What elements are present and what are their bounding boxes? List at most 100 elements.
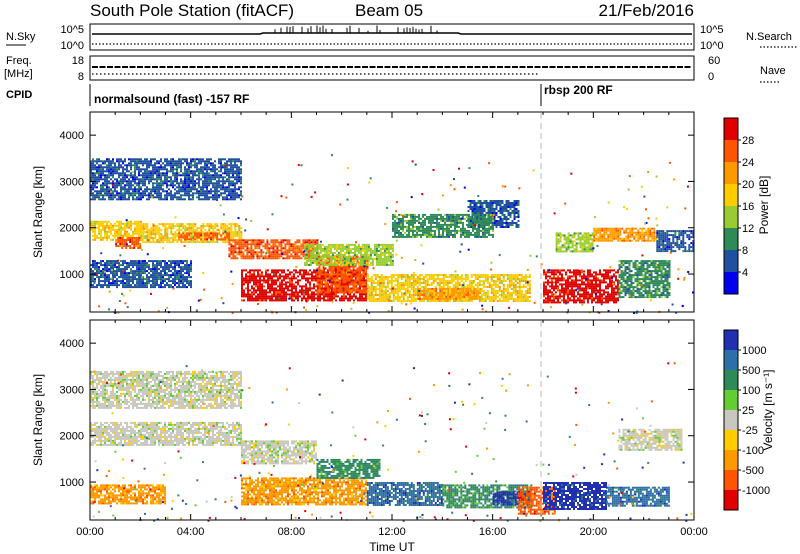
heatmap-cell (620, 292, 623, 295)
heatmap-cell (500, 296, 503, 298)
heatmap-cell (474, 274, 477, 276)
heatmap-cell (613, 273, 615, 276)
heatmap-cell (666, 296, 669, 299)
heatmap-cell (628, 290, 631, 293)
heatmap-cell (98, 232, 100, 235)
heatmap-cell (259, 299, 261, 302)
heatmap-cell (110, 230, 112, 233)
heatmap-cell (154, 237, 157, 240)
heatmap-cell (354, 291, 357, 294)
heatmap-cell (338, 265, 341, 268)
heatmap-cell (344, 291, 347, 294)
heatmap-cell (249, 281, 251, 284)
heatmap-cell (352, 265, 355, 268)
heatmap-cell (652, 260, 655, 263)
heatmap-cell (389, 247, 392, 250)
heatmap-cell (599, 299, 601, 302)
heatmap-cell (139, 247, 142, 249)
heatmap-cell (469, 293, 472, 296)
heatmap-cell (587, 232, 590, 235)
heatmap-cell (268, 249, 271, 252)
heatmap-cell (236, 233, 239, 236)
heatmap-cell (559, 271, 561, 274)
heatmap-cell (374, 298, 377, 300)
heatmap-cell (456, 286, 459, 288)
heatmap-cell (660, 270, 663, 273)
heatmap-cell (284, 251, 287, 254)
heatmap-cell (473, 297, 476, 300)
heatmap-cell (114, 230, 116, 233)
heatmap-cell (362, 289, 365, 292)
heatmap-cell (328, 267, 331, 270)
nsky-series (92, 32, 692, 35)
heatmap-cell (186, 232, 189, 235)
heatmap-cell (565, 291, 567, 294)
heatmap-cell (593, 275, 595, 278)
heatmap-cell (383, 251, 386, 254)
heatmap-cell (94, 236, 96, 239)
heatmap-cell (267, 287, 269, 290)
heatmap-cell (609, 285, 611, 288)
heatmap-cell (555, 246, 558, 249)
heatmap-cell (343, 245, 346, 248)
heatmap-cell (283, 295, 285, 298)
heatmap-cell (492, 284, 495, 286)
heatmap-cell (186, 227, 189, 230)
heatmap-cell (180, 234, 183, 237)
heatmap-cell (311, 279, 313, 282)
heatmap-cell (569, 299, 571, 302)
heatmap-cell (427, 287, 430, 290)
heatmap-cell (482, 300, 485, 302)
heatmap-cell (333, 245, 336, 248)
heatmap-cell (279, 285, 281, 288)
heatmap-cell (140, 224, 142, 227)
heatmap-cell (339, 249, 342, 252)
heatmap-cell (636, 288, 639, 291)
heatmap-cell (613, 237, 616, 240)
heatmap-cell (242, 241, 245, 244)
heatmap-cell (650, 270, 653, 273)
heatmap-cell (494, 292, 497, 294)
heatmap-cell (607, 285, 609, 288)
heatmap-cell (318, 279, 321, 282)
heatmap-cell (226, 234, 229, 237)
heatmap-cell (595, 291, 597, 294)
heatmap-cell (234, 247, 237, 250)
heatmap-cell (288, 249, 291, 252)
heatmap-cell (261, 293, 263, 296)
heatmap-cell (243, 279, 245, 282)
heatmap-cell (662, 238, 665, 241)
heatmap-cell (263, 277, 265, 280)
heatmap-cell (656, 288, 659, 291)
heatmap-cell (279, 291, 281, 294)
heatmap-cell (194, 223, 197, 226)
heatmap-cell (166, 227, 169, 230)
heatmap-cell (309, 255, 312, 258)
heatmap-cell (290, 255, 293, 258)
heatmap-cell (591, 273, 593, 276)
heatmap-cell (461, 287, 464, 290)
heatmap-cell (635, 231, 638, 234)
heatmap-cell (666, 232, 669, 235)
heatmap-cell (666, 260, 669, 263)
heatmap-cell (662, 244, 665, 247)
heatmap-cell (599, 237, 602, 240)
heatmap-cell (212, 238, 215, 241)
heatmap-cell (494, 290, 497, 292)
heatmap-cell (617, 293, 619, 296)
heatmap-cell (651, 239, 654, 242)
heatmap-cell (605, 277, 607, 280)
heatmap-cell (347, 251, 350, 254)
heatmap-cell (337, 253, 340, 256)
heatmap-cell (328, 265, 331, 268)
heatmap-cell (436, 282, 439, 284)
heatmap-cell (392, 280, 395, 282)
heatmap-cell (545, 297, 547, 300)
heatmap-cell (640, 262, 643, 265)
heatmap-cell (462, 300, 465, 302)
heatmap-cell (579, 287, 581, 290)
heatmap-cell (482, 286, 485, 288)
heatmap-cell (178, 238, 181, 241)
heatmap-cell (522, 294, 525, 296)
heatmap-cell (351, 297, 353, 300)
